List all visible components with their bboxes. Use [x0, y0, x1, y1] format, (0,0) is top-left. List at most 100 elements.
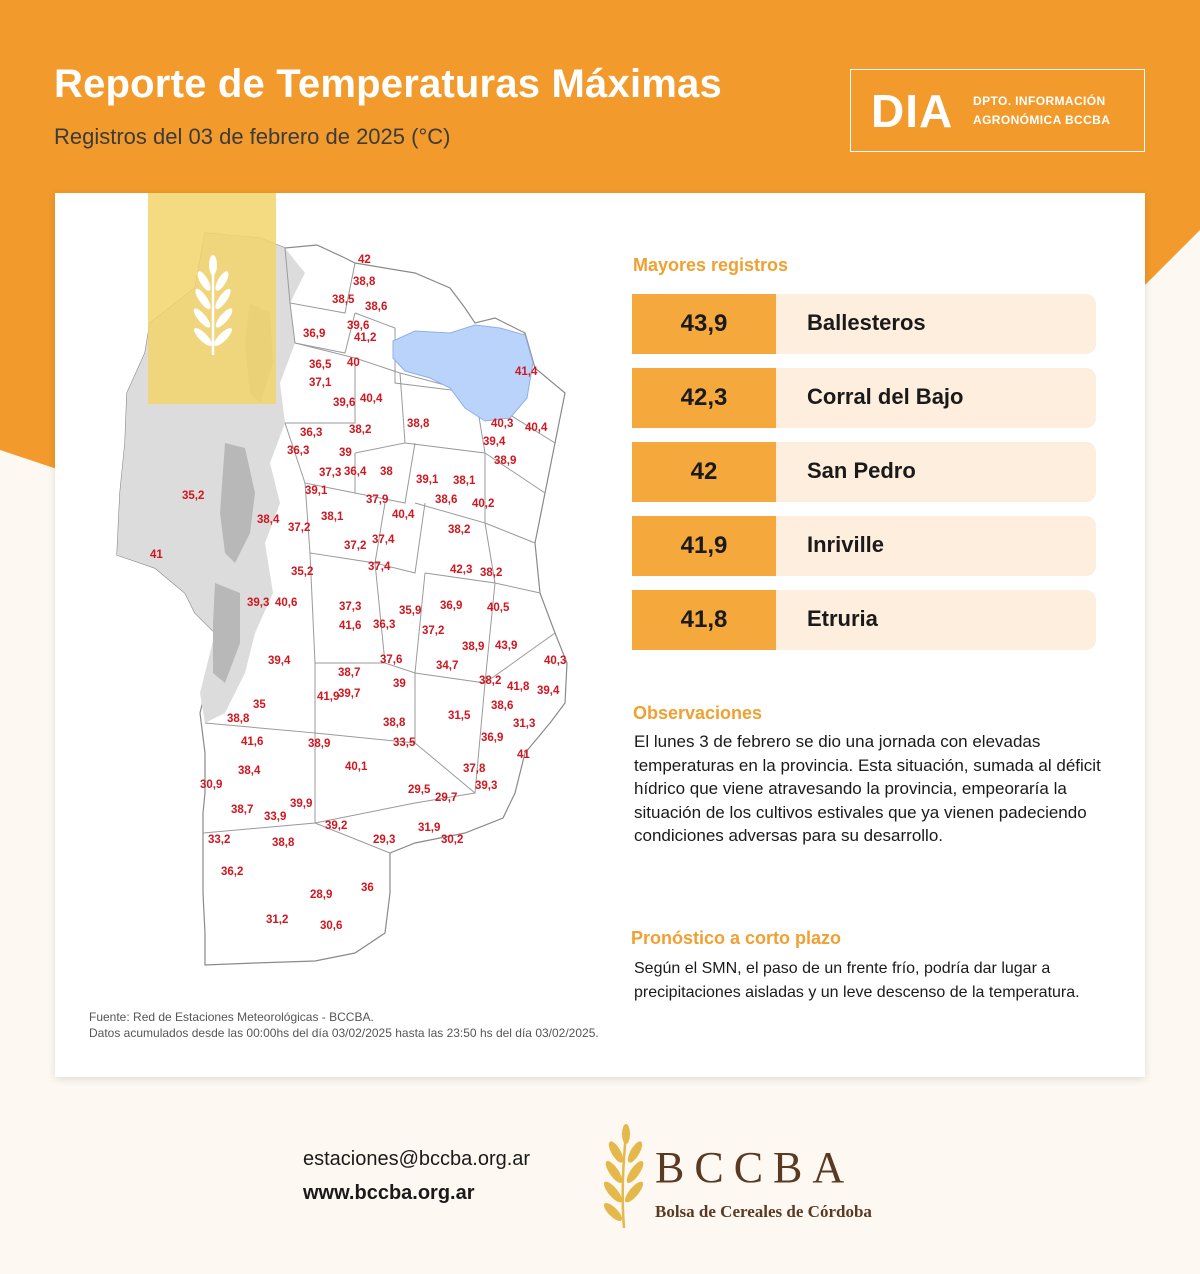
bccba-wheat-logo-icon	[603, 1124, 644, 1229]
station-temperature-label: 37,3	[319, 467, 341, 479]
station-temperature-label: 33,9	[264, 811, 286, 823]
source-note: Fuente: Red de Estaciones Meteorológicas…	[89, 1009, 609, 1041]
top-record-row: 42,3 Corral del Bajo	[632, 368, 1096, 428]
station-temperature-label: 39,9	[290, 798, 312, 810]
station-temperature-label: 31,3	[513, 718, 535, 730]
station-temperature-label: 38,1	[321, 511, 344, 523]
website-link[interactable]: www.bccba.org.ar	[303, 1182, 475, 1204]
station-temperature-label: 41,6	[241, 736, 263, 748]
station-temperature-label: 38,2	[349, 424, 371, 436]
station-temperature-label: 42	[358, 254, 371, 266]
station-temperature-label: 29,7	[435, 792, 457, 804]
station-temperature-label: 38,2	[479, 675, 501, 687]
station-temperature-label: 38,9	[494, 455, 516, 467]
station-temperature-label: 35,2	[291, 566, 313, 578]
station-temperature-label: 39,1	[416, 474, 439, 486]
top-record-row: 43,9 Ballesteros	[632, 294, 1096, 354]
station-temperature-label: 35	[253, 699, 266, 711]
dia-dept-line1: DPTO. INFORMACIÓN	[973, 94, 1106, 108]
station-temperature-label: 36,4	[344, 466, 367, 478]
top-record-row: 42 San Pedro	[632, 442, 1096, 502]
station-temperature-label: 34,7	[436, 660, 458, 672]
station-temperature-label: 39,2	[325, 820, 347, 832]
station-temperature-label: 40,1	[345, 761, 368, 773]
station-temperature-label: 37,3	[339, 601, 361, 613]
report-card: 42 38,8 38,5 38,6 39,6 41,2 36,9 36,5 40 37,1 39,6…	[55, 193, 1145, 1077]
dia-logo-word: DIA	[871, 85, 954, 137]
station-temperature-label: 35,2	[182, 490, 204, 502]
station-temperature-label: 39,4	[537, 685, 560, 697]
station-temperature-label: 29,3	[373, 834, 395, 846]
top-record-station: San Pedro	[776, 442, 1096, 502]
station-temperature-label: 29,5	[408, 784, 431, 796]
station-temperature-label: 41,8	[507, 681, 530, 693]
station-temperature-label: 38,1	[453, 475, 476, 487]
station-temperature-label: 30,9	[200, 779, 222, 791]
top-record-value: 41,8	[632, 590, 776, 650]
station-temperature-label: 30,6	[320, 920, 342, 932]
top-record-row: 41,9 Inriville	[632, 516, 1096, 576]
dia-dept-line2: AGRONÓMICA BCCBA	[973, 113, 1111, 127]
station-temperature-label: 37,1	[309, 377, 332, 389]
station-temperature-label: 43,9	[495, 640, 517, 652]
station-temperature-label: 39,7	[338, 688, 360, 700]
bccba-logo-word: BCCBA	[655, 1143, 855, 1192]
station-temperature-label: 39	[339, 447, 352, 459]
contact-email[interactable]: estaciones@bccba.org.ar	[303, 1148, 531, 1170]
dia-logo-box: DIA DPTO. INFORMACIÓN AGRONÓMICA BCCBA	[850, 69, 1145, 152]
station-temperature-label: 38,7	[338, 667, 360, 679]
station-temperature-label: 37,4	[368, 561, 391, 573]
mayores-title: Mayores registros	[633, 255, 789, 275]
station-temperature-label: 40	[347, 357, 360, 369]
station-temperature-label: 38,4	[238, 765, 261, 777]
station-temperature-label: 38,6	[365, 301, 387, 313]
station-temperature-label: 41,6	[339, 620, 361, 632]
station-temperature-label: 40,2	[472, 498, 494, 510]
station-temperature-label: 39,1	[305, 485, 328, 497]
top-record-value: 41,9	[632, 516, 776, 576]
station-temperature-label: 38,4	[257, 514, 280, 526]
bccba-logo-fullname: Bolsa de Cereales de Córdoba	[655, 1202, 872, 1221]
source-line2: Datos acumulados desde las 00:00hs del d…	[89, 1026, 599, 1040]
station-temperature-label: 38,8	[353, 276, 376, 288]
top-record-row: 41,8 Etruria	[632, 590, 1096, 650]
station-temperature-label: 37,4	[372, 534, 395, 546]
station-temperature-label: 40,6	[275, 597, 297, 609]
station-temperature-label: 36,3	[300, 427, 322, 439]
top-record-value: 43,9	[632, 294, 776, 354]
station-temperature-label: 41	[517, 749, 530, 761]
station-temperature-label: 38,2	[480, 567, 502, 579]
station-temperature-label: 35,9	[399, 605, 421, 617]
station-temperature-label: 36,3	[287, 445, 309, 457]
pronostico-text: Según el SMN, el paso de un frente frío,…	[634, 960, 1080, 1001]
source-line1: Fuente: Red de Estaciones Meteorológicas…	[89, 1010, 374, 1024]
station-temperature-label: 38,8	[227, 713, 250, 725]
station-temperature-label: 33,5	[393, 737, 416, 749]
station-temperature-label: 41,4	[515, 366, 538, 378]
station-temperature-label: 40,5	[487, 602, 510, 614]
station-temperature-label: 39,3	[247, 597, 269, 609]
station-temperature-label: 40,4	[392, 509, 415, 521]
station-temperature-label: 39	[393, 678, 406, 690]
top-record-value: 42,3	[632, 368, 776, 428]
top-record-station: Ballesteros	[776, 294, 1096, 354]
station-temperature-label: 41,9	[317, 691, 339, 703]
station-temperature-label: 38,8	[272, 837, 295, 849]
station-temperature-label: 39,4	[483, 436, 506, 448]
station-temperature-label: 37,2	[422, 625, 444, 637]
station-temperature-label: 38	[380, 466, 393, 478]
observaciones-text: El lunes 3 de febrero se dio una jornada…	[634, 732, 1101, 845]
top-record-station: Corral del Bajo	[776, 368, 1096, 428]
station-temperature-label: 38,6	[435, 494, 457, 506]
station-temperature-label: 38,8	[383, 717, 406, 729]
station-temperature-label: 36,3	[373, 619, 395, 631]
station-temperature-label: 38,8	[407, 418, 430, 430]
station-temperature-label: 39,6	[347, 320, 369, 332]
top-record-station: Inriville	[776, 516, 1096, 576]
station-temperature-label: 36,5	[309, 359, 332, 371]
top-record-station: Etruria	[776, 590, 1096, 650]
station-temperature-label: 30,2	[441, 834, 463, 846]
station-temperature-label: 38,6	[491, 700, 513, 712]
